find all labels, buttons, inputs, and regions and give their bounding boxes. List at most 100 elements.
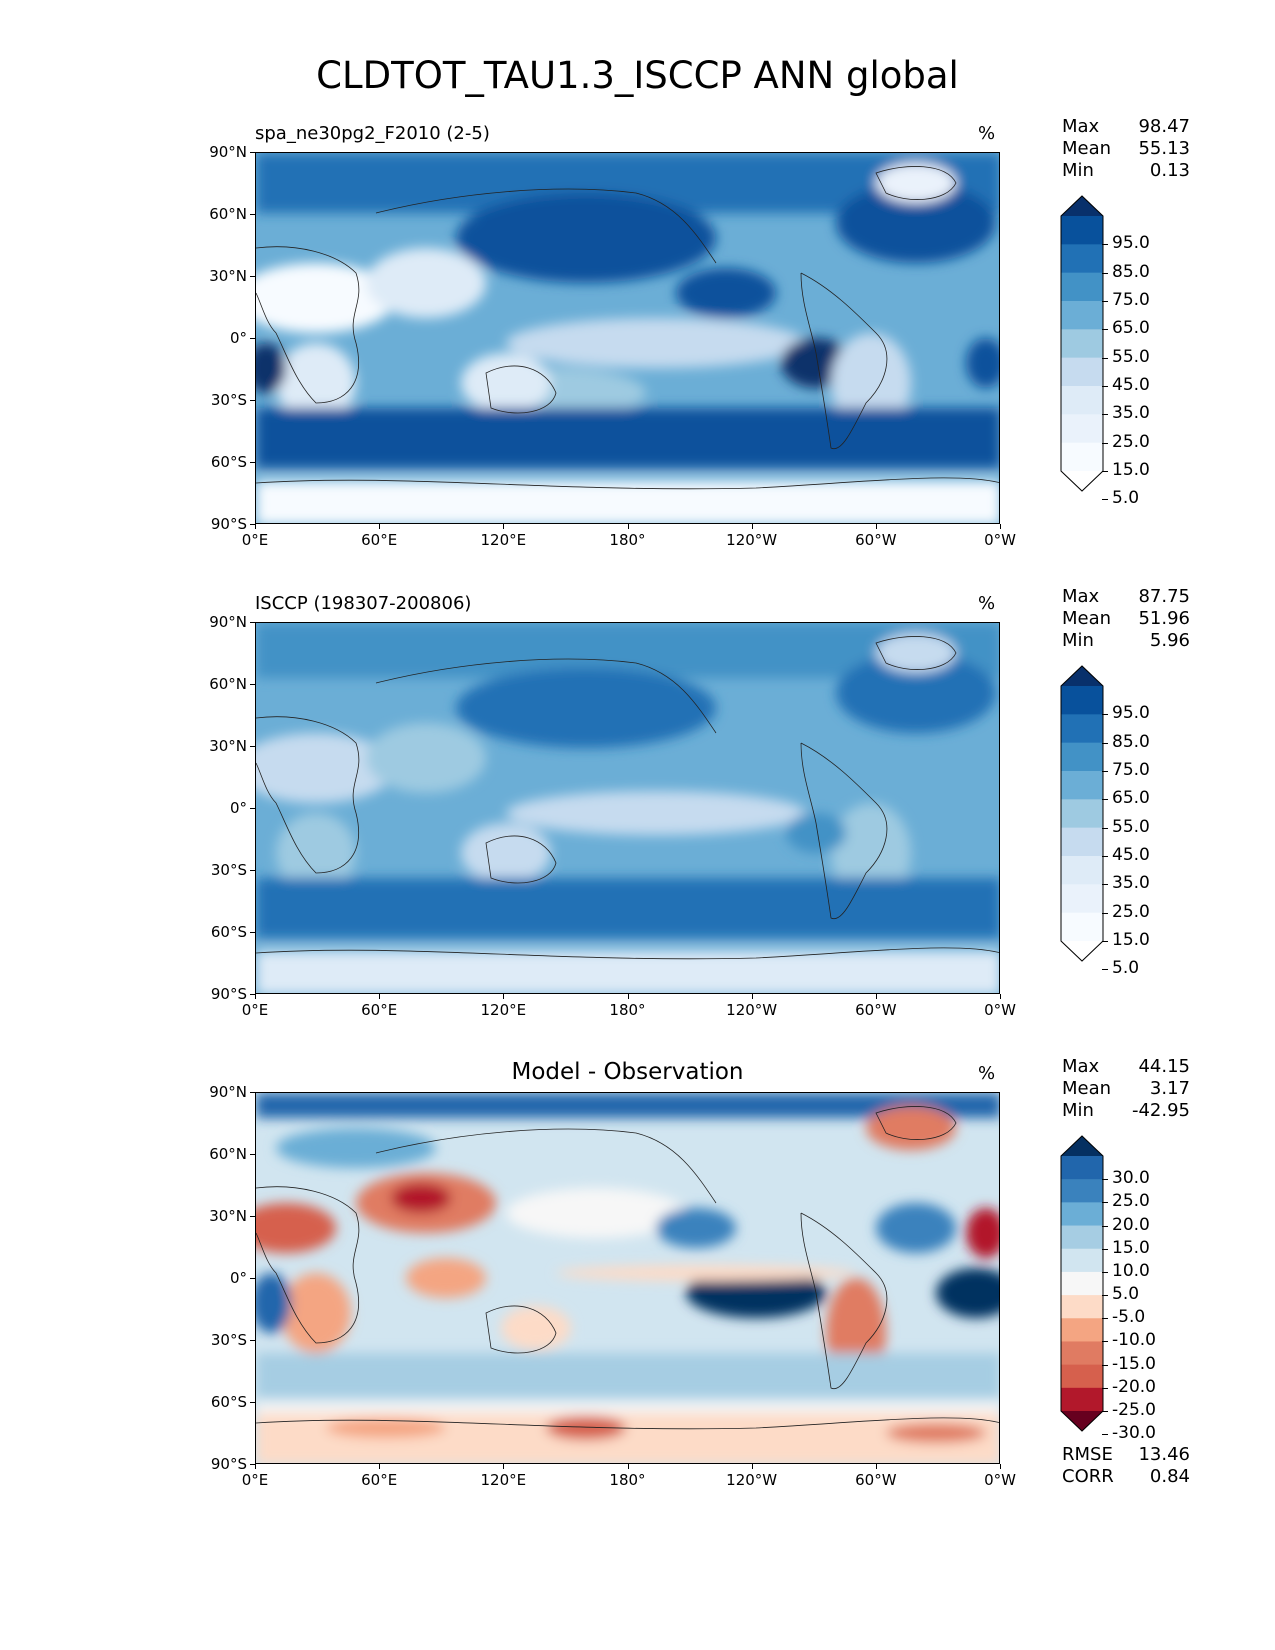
- colorbar-tick: [1102, 244, 1108, 246]
- stat-label: Max: [1062, 586, 1100, 607]
- stat-label: Min: [1062, 630, 1094, 651]
- extra-stat-row: RMSE 13.46: [1062, 1444, 1190, 1466]
- stat-label: Mean: [1062, 138, 1112, 159]
- colorbar-label: -25.0: [1112, 1400, 1156, 1420]
- colorbar-segment: [1061, 386, 1103, 415]
- lon-tick-label: 180°: [609, 1001, 646, 1019]
- stat-row: Mean 51.96: [1062, 608, 1190, 630]
- stat-value: 0.13: [1149, 160, 1190, 181]
- stat-value: 51.96: [1138, 608, 1190, 629]
- lon-tick-label: 120°W: [726, 531, 778, 549]
- lat-tick-mark: [250, 1278, 255, 1279]
- lon-tick-mark: [875, 1464, 877, 1469]
- stat-value: 98.47: [1138, 116, 1190, 137]
- lon-tick-label: 0°W: [984, 531, 1016, 549]
- lon-tick-label: 0°E: [241, 1001, 269, 1019]
- lon-tick-label: 120°E: [480, 531, 527, 549]
- panel-1-units: %: [978, 123, 996, 144]
- lat-tick-mark: [250, 1340, 255, 1341]
- colorbar-label: 30.0: [1112, 1168, 1150, 1189]
- lon-tick-mark: [1000, 524, 1001, 529]
- lon-tick-mark: [1000, 994, 1001, 999]
- stat-row: Mean 55.13: [1062, 138, 1190, 160]
- panel-1-map: [255, 152, 1000, 524]
- colorbar-label: 45.0: [1112, 375, 1150, 395]
- stats-box: Max 98.47 Mean 55.13 Min 0.13: [1062, 116, 1190, 182]
- lat-tick-label: 90°N: [209, 613, 247, 631]
- stat-label: Min: [1062, 160, 1094, 181]
- lat-tick-mark: [250, 684, 255, 685]
- stat-label: Max: [1062, 116, 1100, 137]
- lon-tick-mark: [503, 524, 505, 529]
- colorbar-segment: [1061, 1202, 1103, 1227]
- lon-tick-mark: [627, 524, 629, 529]
- lon-tick-label: 180°: [609, 531, 646, 549]
- stat-value: 87.75: [1138, 586, 1190, 607]
- lon-tick-mark: [751, 1464, 753, 1469]
- colorbar-tick: [1102, 1295, 1108, 1297]
- colorbar-label: 55.0: [1112, 346, 1150, 367]
- colorbar-tick: [1102, 442, 1108, 444]
- colorbar-tick: [1102, 357, 1108, 359]
- lon-tick-label: 60°W: [855, 531, 897, 549]
- lon-tick-mark: [255, 524, 256, 529]
- stat-row: Min -42.95: [1062, 1100, 1190, 1122]
- stat-row: Max 44.15: [1062, 1056, 1190, 1078]
- colorbar-label: 25.0: [1112, 431, 1150, 452]
- lat-tick-label: 90°S: [210, 1455, 247, 1473]
- colorbar-tick: [1102, 1364, 1108, 1366]
- lon-tick-label: 60°E: [361, 531, 398, 549]
- panel-2-map: [255, 622, 1000, 994]
- stat-row: Min 0.13: [1062, 160, 1190, 182]
- colorbar-tick: [1102, 884, 1108, 886]
- lon-tick-label: 120°W: [726, 1471, 778, 1489]
- stat-value: -42.95: [1131, 1100, 1190, 1121]
- lon-tick-mark: [503, 1464, 505, 1469]
- colorbar-segment: [1061, 357, 1103, 387]
- colorbar-label: 15.0: [1112, 460, 1150, 480]
- colorbar-tick: [1102, 1341, 1108, 1343]
- stat-row: Mean 3.17: [1062, 1078, 1190, 1100]
- lat-tick-mark: [250, 808, 255, 809]
- lon-tick-mark: [751, 994, 753, 999]
- lat-tick-mark: [250, 746, 255, 747]
- colorbar-label: 95.0: [1112, 233, 1150, 254]
- colorbar-label: 65.0: [1112, 788, 1150, 809]
- lat-tick-label: 60°N: [209, 675, 247, 693]
- lat-tick-label: 30°S: [210, 391, 247, 409]
- lat-tick-mark: [250, 276, 255, 277]
- panel-3-map: [255, 1092, 1000, 1464]
- extra-stat-row: CORR 0.84: [1062, 1466, 1190, 1488]
- colorbar-segment: [1061, 272, 1103, 302]
- stat-label: Mean: [1062, 1078, 1112, 1099]
- colorbar-label: 35.0: [1112, 873, 1150, 894]
- colorbar-extend-min: [1061, 471, 1103, 491]
- colorbar-tick: [1102, 1387, 1108, 1389]
- lat-tick-label: 90°N: [209, 143, 247, 161]
- lon-tick-label: 60°E: [361, 1001, 398, 1019]
- colorbar-tick: [1102, 1202, 1108, 1204]
- colorbar-segment: [1061, 442, 1103, 472]
- stat-label: Mean: [1062, 608, 1112, 629]
- colorbar-extend-max: [1061, 1136, 1103, 1156]
- lat-tick-mark: [250, 1402, 255, 1403]
- colorbar-segment: [1061, 827, 1103, 857]
- colorbar-tick: [1102, 414, 1108, 416]
- lon-tick-mark: [379, 1464, 381, 1469]
- lat-tick-label: 60°S: [210, 453, 247, 471]
- lat-tick-mark: [250, 870, 255, 871]
- colorbar-segment: [1061, 1318, 1103, 1342]
- panel-1-title: spa_ne30pg2_F2010 (2-5): [255, 123, 490, 144]
- colorbar-tick: [1102, 1248, 1108, 1250]
- colorbar-segment: [1061, 771, 1103, 800]
- colorbar: [1060, 665, 1104, 962]
- colorbar-tick: [1102, 1179, 1108, 1181]
- colorbar-segment: [1061, 216, 1103, 245]
- lat-tick-label: 30°N: [209, 267, 247, 285]
- lat-tick-label: 30°S: [210, 861, 247, 879]
- stat-value: 13.46: [1138, 1444, 1190, 1465]
- colorbar-segment: [1061, 714, 1103, 744]
- colorbar-tick: [1102, 471, 1108, 472]
- colorbar-label: 15.0: [1112, 1237, 1150, 1258]
- colorbar-segment: [1061, 686, 1103, 715]
